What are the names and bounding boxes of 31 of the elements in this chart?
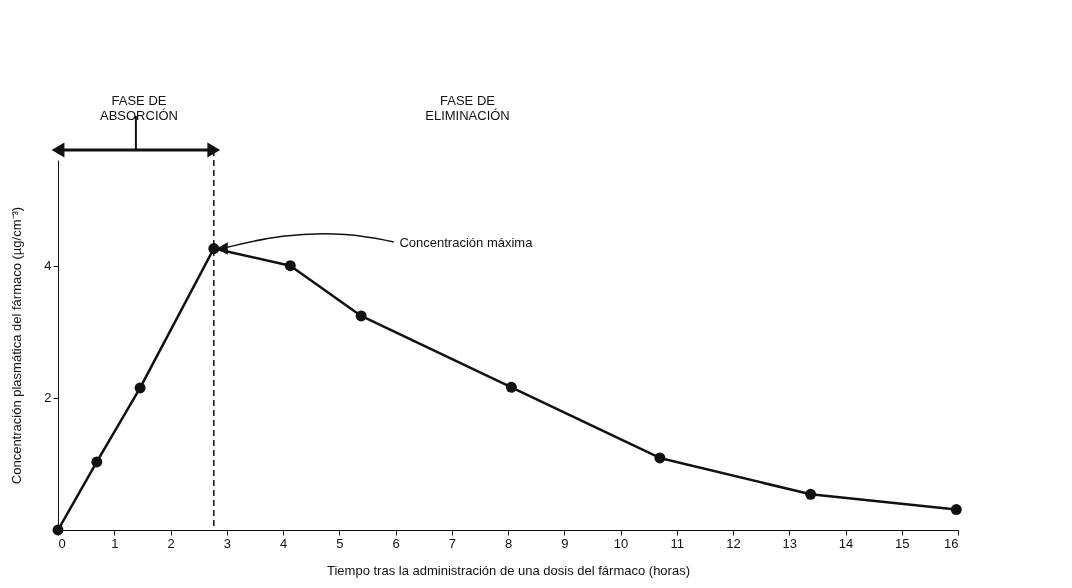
x-tick-label: 8: [504, 535, 513, 551]
x-tick-label: 15: [895, 535, 910, 551]
point: [505, 381, 517, 393]
x-axis-title: Tiempo tras la administración de una dosis del fármaco (horas): [327, 562, 690, 578]
text: FASE DE ELIMINACIÓN: [425, 93, 510, 123]
x-tick-label: 7: [448, 535, 456, 551]
point: [805, 488, 817, 500]
point: [284, 260, 296, 272]
x-tick-label: 13: [782, 535, 797, 551]
text: FASE DE ABSORCIÓN: [99, 93, 179, 123]
point: [134, 382, 146, 394]
y-axis-title: Concentración plasmática del fármaco (µg/cm⁻³): [9, 206, 25, 485]
x-tick-label: 10: [613, 535, 629, 551]
annotation: Concentración máxima: [399, 235, 534, 251]
x-tick-label: 5: [336, 535, 344, 551]
x-tick-label: 9: [561, 535, 569, 551]
x-tick-label: 16: [944, 535, 959, 551]
x-tick-label: 12: [726, 535, 741, 551]
point: [91, 456, 103, 468]
x-tick-label: 3: [223, 535, 231, 551]
x-tick-label: 14: [838, 535, 854, 551]
x-tick-label: 1: [111, 535, 119, 551]
point: [950, 504, 962, 515]
x-tick-label: 2: [167, 535, 175, 551]
x-tick-label: 6: [392, 535, 400, 551]
point: [355, 310, 367, 322]
point: [52, 524, 64, 536]
point: [654, 452, 666, 464]
x-tick-label: 4: [279, 535, 288, 551]
x-tick-label: 0: [58, 535, 66, 551]
x-tick-label: 11: [670, 535, 684, 551]
